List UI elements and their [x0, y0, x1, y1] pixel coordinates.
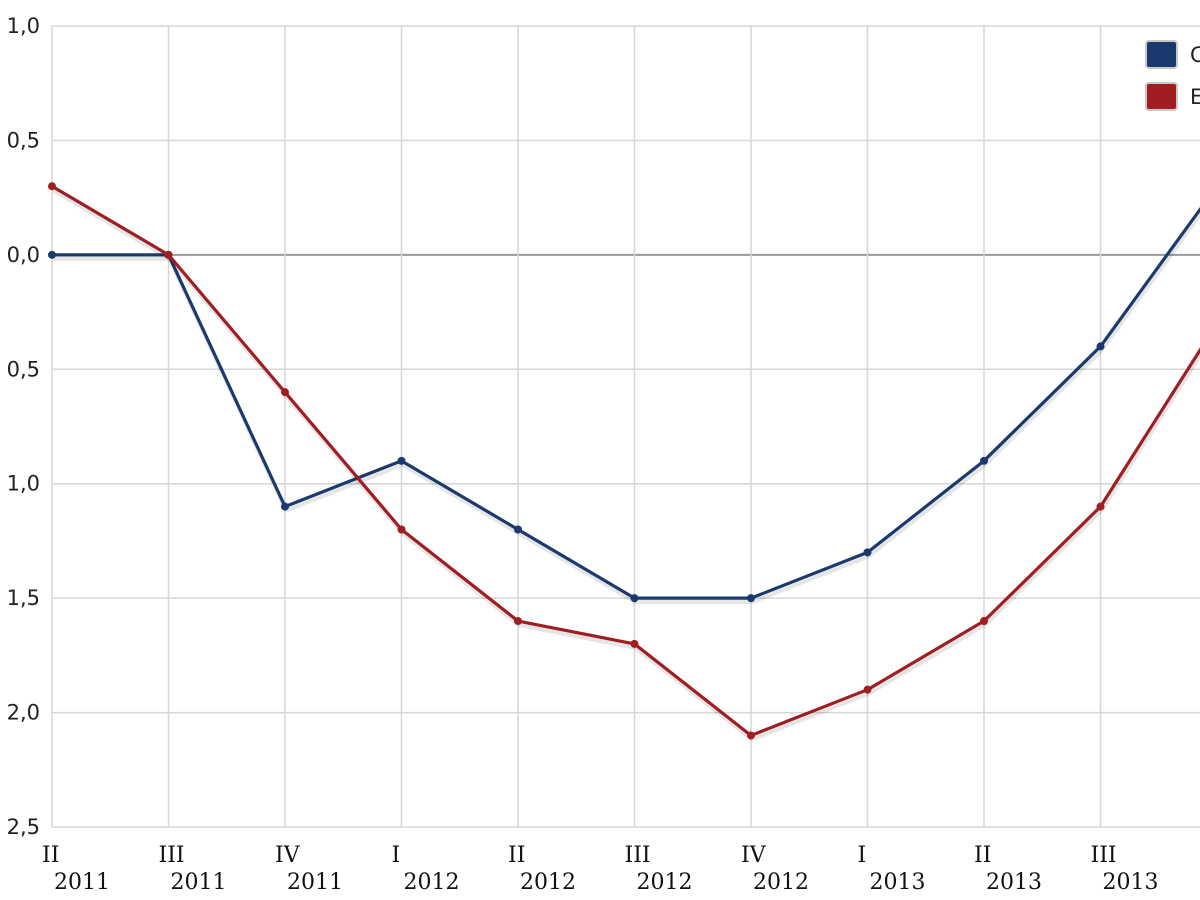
legend-swatch-C[interactable]: [1145, 40, 1178, 69]
x-tick-label-quarter: II: [508, 843, 525, 868]
x-tick-label-quarter: IV: [275, 843, 301, 868]
data-point: [630, 639, 639, 648]
x-tick-label-year: 2012: [520, 870, 576, 895]
data-point: [514, 617, 522, 626]
data-point: [281, 388, 289, 397]
data-point: [747, 594, 755, 603]
y-tick-label: 0,5: [7, 128, 40, 152]
x-tick-label-year: 2011: [171, 870, 227, 895]
x-tick-label-quarter: I: [392, 843, 401, 868]
x-tick-label-quarter: III: [625, 843, 651, 868]
data-point: [980, 456, 988, 465]
x-tick-label-year: 2011: [54, 870, 110, 895]
y-tick-label: 2,0: [7, 701, 40, 725]
grid: [51, 25, 1200, 828]
data-point: [747, 731, 755, 740]
y-tick-label: 1,0: [7, 472, 40, 496]
data-point: [48, 250, 56, 259]
x-tick-label-quarter: II: [974, 843, 991, 868]
data-point: [1096, 502, 1105, 511]
series-group: [48, 182, 1200, 742]
data-point: [164, 250, 173, 259]
data-point: [980, 617, 988, 626]
series-line-E: [51, 184, 1200, 738]
x-tick-label-year: 2013: [986, 870, 1042, 895]
y-axis-ticks: 1,0 0,5 0,0 0,5 1,0 1,5 2,0 2,5: [7, 14, 40, 839]
y-tick-label: 0,5: [7, 357, 40, 381]
series-line-C: [52, 206, 1200, 600]
x-tick-label-year: 2011: [287, 870, 343, 895]
y-tick-label: 1,5: [7, 586, 40, 610]
x-axis-ticks: II2011III2011IV2011I2012II2012III2012IV2…: [42, 843, 1159, 895]
legend-label-E[interactable]: E: [1190, 85, 1200, 109]
series-shadow: [51, 188, 1200, 742]
x-tick-label-quarter: III: [159, 843, 185, 868]
data-point: [863, 685, 872, 694]
x-tick-label-year: 2013: [870, 870, 926, 895]
y-tick-label: 2,5: [7, 815, 40, 839]
data-point: [514, 525, 522, 534]
data-point: [863, 548, 872, 557]
data-point: [397, 456, 406, 465]
x-tick-label-quarter: II: [42, 843, 59, 868]
series-shadow: [53, 211, 1200, 605]
data-point: [281, 502, 289, 511]
data-point: [48, 182, 56, 191]
x-tick-label-year: 2012: [637, 870, 693, 895]
data-point: [630, 594, 639, 603]
y-tick-label: 1,0: [7, 14, 40, 38]
x-tick-label-year: 2013: [1103, 870, 1159, 895]
legend-swatch-E[interactable]: [1145, 82, 1178, 111]
x-tick-label-quarter: III: [1091, 843, 1117, 868]
y-tick-label: 0,0: [7, 243, 40, 267]
x-tick-label-quarter: I: [858, 843, 867, 868]
data-point: [1096, 342, 1105, 351]
x-tick-label-year: 2012: [404, 870, 460, 895]
x-tick-label-year: 2012: [753, 870, 809, 895]
x-tick-label-quarter: IV: [741, 843, 767, 868]
legend-label-C[interactable]: C: [1190, 43, 1200, 67]
data-point: [397, 525, 406, 534]
legend[interactable]: CE: [1145, 40, 1200, 111]
